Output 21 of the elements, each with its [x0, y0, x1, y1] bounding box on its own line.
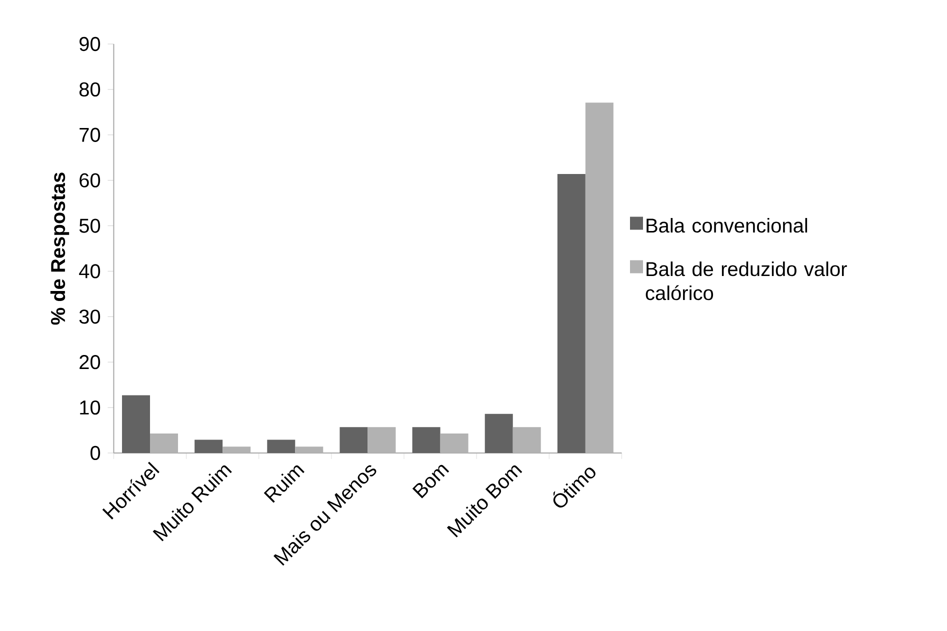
bar: [412, 427, 440, 453]
legend-label: Bala convencional: [646, 218, 808, 233]
y-tick-label: 0: [90, 446, 100, 460]
x-tick-label: Bom: [412, 464, 450, 498]
y-tick-label: 70: [80, 128, 100, 142]
y-tick-label: 80: [79, 82, 100, 97]
bar: [122, 395, 150, 453]
bar: [484, 414, 513, 453]
y-axis-title: % de Respostas: [50, 172, 70, 325]
bar: [267, 440, 296, 453]
y-tick-label: 30: [79, 310, 100, 324]
y-tick-label: 50: [79, 218, 100, 233]
y-tick-label: 40: [79, 264, 100, 278]
y-tick-label: 60: [80, 173, 100, 188]
bar: [340, 427, 368, 453]
y-tick-label: 10: [80, 400, 100, 415]
legend-label: Bala de reduzido valor calórico: [646, 261, 847, 300]
y-tick-label: 90: [80, 36, 100, 52]
y-tick-label: 20: [80, 355, 100, 370]
bar: [194, 440, 223, 453]
bar: [557, 174, 586, 453]
